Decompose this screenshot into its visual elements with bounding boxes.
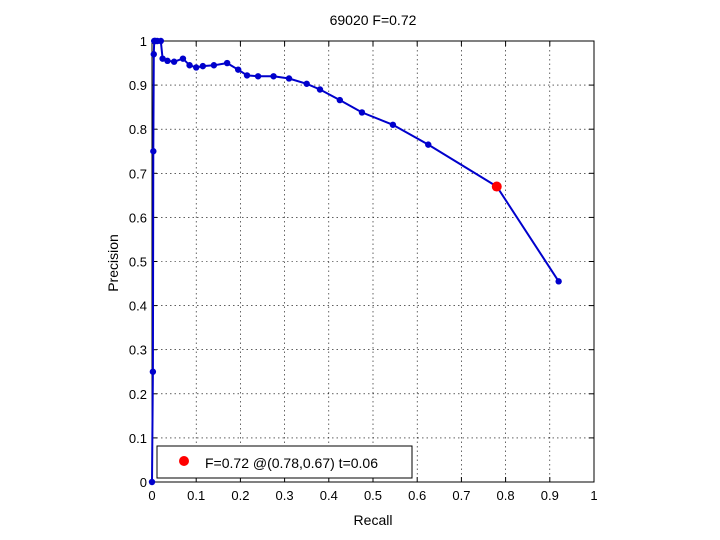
pr-curve-point xyxy=(193,64,200,71)
y-tick-label: 0.9 xyxy=(129,78,147,93)
x-tick-label: 0.8 xyxy=(497,488,515,503)
x-tick-label: 1 xyxy=(590,488,597,503)
pr-curve-point xyxy=(223,59,231,67)
pr-curve-point xyxy=(336,96,344,104)
pr-curve-point xyxy=(170,58,178,65)
x-tick-label: 0.3 xyxy=(276,488,294,503)
x-axis-label: Recall xyxy=(354,512,393,528)
y-tick-label: 0.8 xyxy=(129,122,147,137)
y-tick-label: 0.5 xyxy=(129,255,147,270)
x-tick-label: 0 xyxy=(148,488,155,503)
pr-curve-point xyxy=(186,62,193,69)
pr-curve-point xyxy=(164,57,171,65)
pr-curve-point xyxy=(159,55,166,62)
axis-ticks: 0 0.1 0.2 0.3 0.4 0.5 0.6 0.7 0.8 0.9 1 0 0.1 0.2 0.3 0… xyxy=(129,34,598,503)
y-tick-label: 0 xyxy=(140,475,147,490)
pr-curve-point xyxy=(179,55,187,62)
pr-curve-point xyxy=(150,148,157,155)
pr-curve-point xyxy=(254,73,262,80)
y-tick-label: 0.7 xyxy=(129,166,147,181)
y-axis-label: Precision xyxy=(105,234,121,292)
pr-curve-point xyxy=(389,121,397,128)
x-tick-label: 0.1 xyxy=(187,488,205,503)
y-tick-label: 0.6 xyxy=(129,210,147,225)
pr-curve-series xyxy=(148,37,562,486)
pr-curve-point xyxy=(425,141,432,148)
pr-curve-point xyxy=(243,72,251,79)
pr-curve-point xyxy=(270,73,277,80)
pr-curve-point xyxy=(285,75,293,82)
pr-curve-point xyxy=(210,62,218,69)
x-tick-label: 0.6 xyxy=(408,488,426,503)
pr-curve-point xyxy=(234,66,242,73)
legend-label: F=0.72 @(0.78,0.67) t=0.06 xyxy=(205,455,378,471)
pr-curve-point xyxy=(316,86,324,93)
grid-lines xyxy=(152,41,594,482)
legend-box xyxy=(156,445,413,479)
x-tick-label: 0.2 xyxy=(231,488,249,503)
pr-curve-point xyxy=(148,478,156,486)
best-f-point xyxy=(491,181,502,192)
pr-curve-point xyxy=(157,37,165,45)
x-tick-label: 0.4 xyxy=(320,488,338,503)
y-tick-label: 0.1 xyxy=(129,431,147,446)
x-tick-label: 0.7 xyxy=(452,488,470,503)
legend-marker xyxy=(179,456,189,466)
legend: F=0.72 @(0.78,0.67) t=0.06 xyxy=(156,445,413,479)
pr-curve-point xyxy=(150,51,157,58)
y-tick-label: 0.4 xyxy=(129,299,147,314)
pr-curve-point xyxy=(303,80,310,87)
chart-title: 69020 F=0.72 xyxy=(330,12,417,28)
pr-curve-point xyxy=(149,368,157,375)
y-tick-label: 0.2 xyxy=(129,387,147,402)
y-tick-label: 0.3 xyxy=(129,343,147,358)
x-tick-label: 0.5 xyxy=(364,488,382,503)
pr-curve-point xyxy=(199,62,207,70)
pr-curve-point xyxy=(555,278,562,285)
y-tick-label: 1 xyxy=(140,34,147,49)
pr-curve-point xyxy=(358,109,366,116)
x-tick-label: 0.9 xyxy=(541,488,559,503)
